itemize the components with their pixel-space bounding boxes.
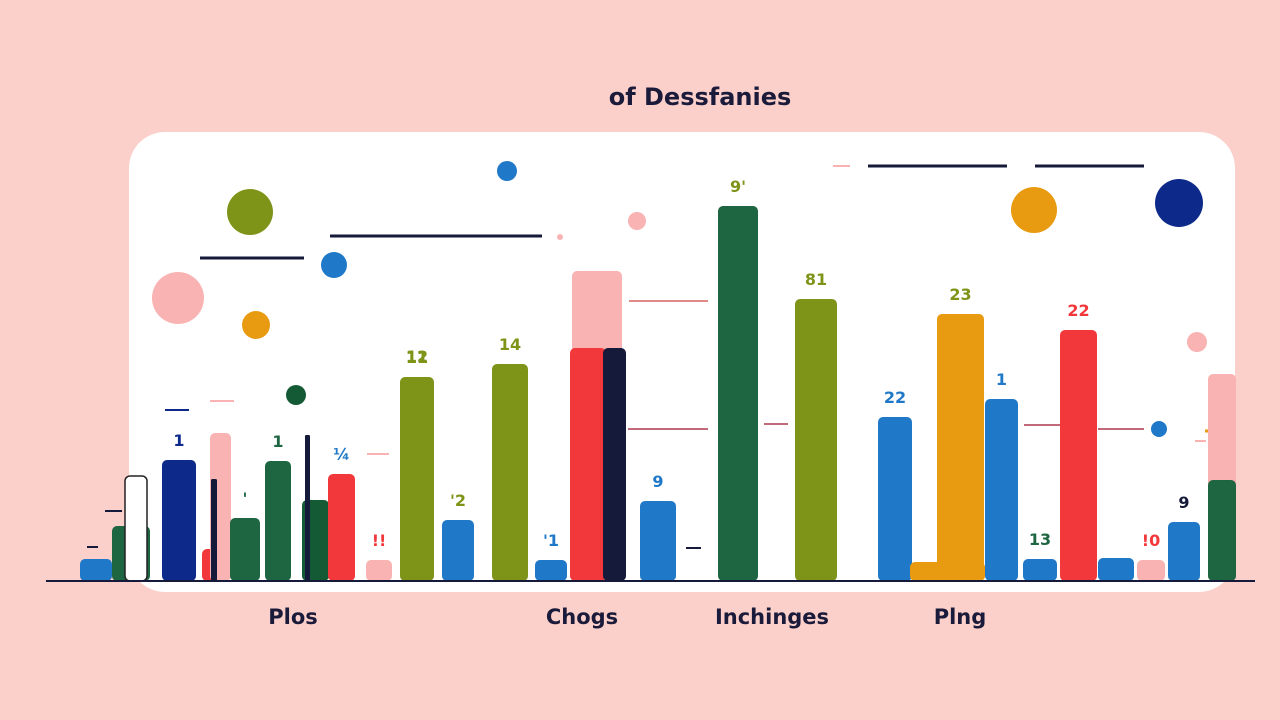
decor-circle-2 xyxy=(152,272,204,324)
decor-circle-7 xyxy=(557,234,563,240)
bar-27 xyxy=(985,399,1018,581)
bar-7 xyxy=(211,479,217,581)
bar-13 xyxy=(366,560,392,581)
bar-label-16: 14 xyxy=(499,335,521,354)
category-label-2: Chogs xyxy=(546,605,618,629)
bar-label-12: ¼ xyxy=(333,445,350,464)
bar-label-27: 1 xyxy=(996,370,1007,389)
bar-label-23: 81 xyxy=(805,270,827,289)
bar-19 xyxy=(570,348,606,581)
bar-3 xyxy=(124,475,148,582)
decor-circle-12 xyxy=(1151,421,1167,437)
bar-label-17: '1 xyxy=(543,531,559,550)
bar-label-24: 22 xyxy=(884,388,906,407)
bar-22 xyxy=(718,206,758,581)
bar-15 xyxy=(442,520,474,581)
category-label-3: Inchinges xyxy=(715,605,829,629)
bar-label-15: '2 xyxy=(450,491,466,510)
decor-circle-4 xyxy=(321,252,347,278)
bar-28 xyxy=(1023,559,1057,581)
bar-29 xyxy=(1060,330,1097,581)
bar-label-4: 1 xyxy=(173,431,184,450)
bar-12 xyxy=(328,474,355,581)
bar-label-29: 22 xyxy=(1067,301,1089,320)
bar-31 xyxy=(1137,560,1165,581)
bar-label-22: 9' xyxy=(730,177,746,196)
bar-8 xyxy=(230,518,260,581)
bar-14 xyxy=(400,377,434,581)
bar-label-21: 9 xyxy=(652,472,663,491)
decor-circle-6 xyxy=(628,212,646,230)
decor-circle-5 xyxy=(497,161,517,181)
bar-34 xyxy=(1208,480,1236,581)
decor-circle-3 xyxy=(242,311,270,339)
bar-label-25: !! xyxy=(940,533,955,552)
bar-20 xyxy=(603,348,626,581)
bar-11 xyxy=(305,435,310,581)
bar-label-13: !! xyxy=(372,531,387,550)
bar-17 xyxy=(535,560,567,581)
bar-label-28: 13 xyxy=(1029,530,1051,549)
decor-circle-8 xyxy=(286,385,306,405)
decor-circle-1 xyxy=(227,189,273,235)
bar-30 xyxy=(1098,558,1134,581)
bars-group xyxy=(80,206,1236,582)
bar-label-14: 11 xyxy=(406,348,428,367)
bar-4 xyxy=(162,460,196,581)
decor-circle-10 xyxy=(1155,179,1203,227)
bar-label-32: 9 xyxy=(1178,493,1189,512)
bar-label-stack: 12 xyxy=(406,347,428,366)
bar-32 xyxy=(1168,522,1200,581)
category-label-4: Plng xyxy=(934,605,987,629)
bar-label-26: 23 xyxy=(949,285,971,304)
bar-label-9: 1 xyxy=(272,432,283,451)
bar-16 xyxy=(492,364,528,581)
decorations xyxy=(87,161,1232,549)
bar-26 xyxy=(937,314,984,581)
bar-24 xyxy=(878,417,912,581)
bar-23 xyxy=(795,299,837,581)
category-label-1: Plos xyxy=(268,605,318,629)
bar-label-31: !0 xyxy=(1142,531,1160,550)
bar-1 xyxy=(80,559,112,581)
bar-9 xyxy=(265,461,291,581)
decor-circle-11 xyxy=(1187,332,1207,352)
decor-circle-9 xyxy=(1011,187,1057,233)
bar-label-8: ' xyxy=(243,489,248,508)
bar-21 xyxy=(640,501,676,581)
chart-title: of Dessfanies xyxy=(609,83,792,111)
